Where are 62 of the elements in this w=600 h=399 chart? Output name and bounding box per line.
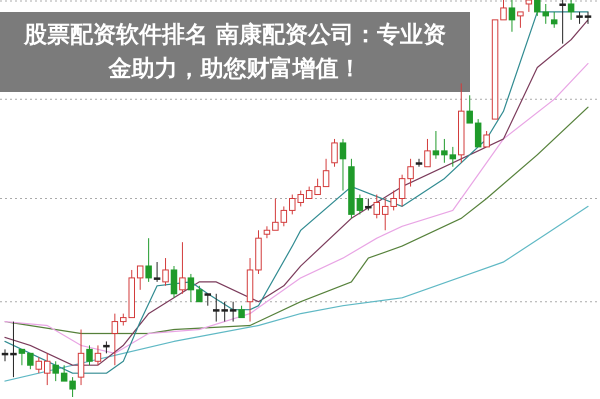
candlestick bbox=[526, 0, 532, 12]
candlestick bbox=[474, 118, 482, 148]
candlestick bbox=[500, 0, 507, 20]
candlestick bbox=[450, 146, 456, 168]
candlestick bbox=[331, 138, 338, 168]
candlestick bbox=[196, 285, 203, 302]
candlestick bbox=[365, 198, 372, 211]
candlestick bbox=[264, 226, 270, 239]
candlestick bbox=[542, 3, 550, 24]
candlestick bbox=[238, 305, 245, 318]
candlestick bbox=[568, 0, 574, 20]
text: 股票配资软件排名 南康配资公司：专业资金助力，助您财富增值！ bbox=[22, 21, 447, 84]
candlestick bbox=[179, 242, 186, 294]
candlestick bbox=[162, 258, 169, 286]
candlestick bbox=[559, 0, 566, 44]
candlestick bbox=[60, 364, 68, 382]
candlestick bbox=[230, 301, 236, 322]
candlestick bbox=[382, 198, 388, 231]
candlestick bbox=[36, 356, 42, 374]
candlestick bbox=[466, 94, 473, 124]
candlestick bbox=[340, 138, 346, 192]
candlestick bbox=[508, 0, 516, 32]
candlestick bbox=[221, 301, 228, 322]
candlestick bbox=[534, 0, 541, 16]
candlestick bbox=[314, 178, 321, 196]
candlestick bbox=[44, 352, 50, 386]
candlestick bbox=[188, 273, 194, 302]
candlestick bbox=[145, 238, 152, 282]
candlestick bbox=[374, 194, 380, 219]
candlestick bbox=[69, 376, 76, 398]
candlestick bbox=[52, 360, 59, 382]
candlestick bbox=[280, 206, 288, 227]
candlestick bbox=[517, 11, 524, 28]
candlestick bbox=[483, 130, 490, 148]
candlestick bbox=[204, 293, 212, 306]
candlestick bbox=[103, 340, 110, 354]
candlestick bbox=[86, 344, 93, 366]
candlestick bbox=[356, 194, 364, 215]
candlestick bbox=[27, 352, 34, 370]
candlestick bbox=[390, 190, 397, 211]
candlestick bbox=[407, 158, 414, 188]
candlestick bbox=[424, 138, 431, 168]
candlestick bbox=[272, 198, 279, 231]
candlestick bbox=[18, 348, 26, 366]
candlestick bbox=[170, 265, 178, 298]
candlestick bbox=[136, 265, 144, 290]
candlestick bbox=[112, 313, 118, 366]
candlestick bbox=[78, 329, 84, 386]
candlestick bbox=[212, 293, 220, 322]
candlestick bbox=[576, 11, 583, 24]
candlestick bbox=[94, 344, 102, 366]
candlestick bbox=[398, 174, 406, 207]
candlestick bbox=[550, 11, 558, 28]
candlestick bbox=[289, 194, 296, 215]
candlestick bbox=[297, 190, 304, 207]
candlestick bbox=[154, 262, 160, 282]
candlestick bbox=[441, 138, 448, 164]
candlestick bbox=[120, 313, 127, 326]
candlestick bbox=[432, 130, 440, 160]
candlestick bbox=[322, 158, 330, 188]
candlestick bbox=[306, 186, 312, 199]
candlestick bbox=[584, 11, 592, 24]
